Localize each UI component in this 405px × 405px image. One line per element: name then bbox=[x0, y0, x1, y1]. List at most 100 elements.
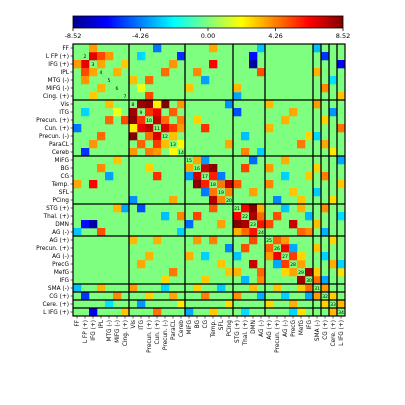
heatmap-cell bbox=[177, 52, 186, 61]
heatmap-cell bbox=[161, 68, 170, 77]
heatmap-cell bbox=[161, 276, 170, 285]
row-label: MTG (-) bbox=[48, 78, 70, 84]
heatmap-cell bbox=[169, 108, 178, 117]
column-label: Precun. (+) bbox=[147, 320, 153, 353]
heatmap-cell bbox=[129, 196, 138, 205]
diagonal-number: 29 bbox=[298, 270, 304, 276]
heatmap-cell bbox=[329, 76, 338, 85]
column-label: ITG bbox=[139, 319, 145, 329]
heatmap-cell bbox=[177, 300, 186, 309]
diagonal-number: 5 bbox=[108, 78, 111, 84]
heatmap-cell bbox=[233, 92, 242, 101]
heatmap-cell bbox=[305, 212, 314, 221]
heatmap-cell bbox=[305, 228, 314, 237]
heatmap-cell bbox=[337, 268, 346, 277]
diagonal-number: 7 bbox=[124, 94, 127, 100]
heatmap-cell bbox=[185, 308, 194, 317]
heatmap-cell bbox=[89, 68, 98, 77]
heatmap-cell bbox=[153, 148, 162, 157]
heatmap-cell bbox=[257, 204, 266, 213]
heatmap-cell bbox=[313, 68, 322, 77]
heatmap-cell bbox=[145, 76, 154, 85]
heatmap-cell bbox=[97, 164, 106, 173]
diagonal-number: 32 bbox=[322, 294, 328, 300]
heatmap-cell bbox=[145, 108, 154, 117]
heatmap-cell bbox=[273, 236, 282, 245]
row-label: SFL bbox=[59, 190, 70, 196]
diagonal-number: 21 bbox=[234, 206, 240, 212]
heatmap-cell bbox=[129, 236, 138, 245]
heatmap-cell bbox=[137, 204, 146, 213]
heatmap-cell bbox=[209, 172, 218, 181]
heatmap-cell bbox=[289, 252, 298, 261]
heatmap-cell bbox=[289, 108, 298, 117]
row-label: ITG bbox=[59, 110, 69, 116]
diagonal-number: 2 bbox=[84, 54, 87, 60]
heatmap-cell bbox=[97, 60, 106, 69]
heatmap-cell bbox=[225, 100, 234, 109]
heatmap-cell bbox=[209, 60, 218, 69]
heatmap-cell bbox=[225, 188, 234, 197]
heatmap-cell bbox=[305, 284, 314, 293]
heatmap-cell bbox=[113, 292, 122, 301]
row-label: IFG (+) bbox=[48, 62, 69, 68]
colorbar-tick-label: -8.52 bbox=[65, 32, 82, 40]
column-label: Cere. (+) bbox=[331, 320, 337, 347]
heatmap-cell bbox=[113, 204, 122, 213]
column-label: Cing. (+) bbox=[123, 320, 129, 346]
heatmap-cell bbox=[257, 268, 266, 277]
heatmap-cell bbox=[113, 156, 122, 165]
row-label: MefG bbox=[54, 270, 70, 276]
row-label: L FP (+) bbox=[46, 54, 69, 60]
heatmap-cell bbox=[97, 228, 106, 237]
heatmap-cell bbox=[249, 60, 258, 69]
heatmap-cell bbox=[337, 156, 346, 165]
diagonal-number: 33 bbox=[330, 302, 336, 308]
diagonal-number: 14 bbox=[178, 150, 184, 156]
heatmap-cell bbox=[329, 292, 338, 301]
diagonal-number: 4 bbox=[100, 70, 103, 76]
heatmap-cell bbox=[177, 140, 186, 149]
heatmap-cell bbox=[185, 164, 194, 173]
heatmap-cell bbox=[273, 252, 282, 261]
group-separator-lines bbox=[73, 44, 345, 316]
heatmap-cell bbox=[337, 92, 346, 101]
colorbar-tick-label: 4.26 bbox=[268, 32, 282, 40]
row-label: Precun. (-) bbox=[39, 134, 69, 140]
heatmap-cell bbox=[193, 236, 202, 245]
diagonal-number: 18 bbox=[210, 182, 216, 188]
row-label: SMA (-) bbox=[48, 286, 69, 292]
heatmap-cell bbox=[273, 212, 282, 221]
heatmap-cell bbox=[169, 60, 178, 69]
heatmap-cell bbox=[145, 292, 154, 301]
diagonal-number: 9 bbox=[140, 110, 143, 116]
row-label: BG bbox=[61, 166, 70, 172]
heatmap-cell bbox=[89, 140, 98, 149]
heatmap-cell bbox=[289, 188, 298, 197]
heatmap-cell bbox=[217, 196, 226, 205]
row-label: MiFG bbox=[55, 158, 70, 164]
heatmap-cell bbox=[297, 260, 306, 269]
row-label: L IFG (+) bbox=[43, 310, 69, 316]
heatmap-cell bbox=[337, 212, 346, 221]
heatmap-cell bbox=[201, 124, 210, 133]
heatmap-cell bbox=[297, 196, 306, 205]
heatmap-cell bbox=[177, 124, 186, 133]
heatmap-cell bbox=[145, 124, 154, 133]
heatmap-cell bbox=[321, 140, 330, 149]
heatmap-cell bbox=[105, 100, 114, 109]
row-label: Thal. (+) bbox=[43, 214, 69, 220]
heatmap-cell bbox=[313, 244, 322, 253]
heatmap-cell bbox=[313, 220, 322, 229]
heatmap-cell bbox=[273, 260, 282, 269]
diagonal-number: 12 bbox=[162, 134, 168, 140]
row-label: PCing bbox=[52, 198, 69, 204]
diagonal-number: 22 bbox=[242, 214, 248, 220]
diagonal-number: 6 bbox=[116, 86, 119, 92]
heatmap-cell bbox=[321, 204, 330, 213]
heatmap-cell bbox=[313, 276, 322, 285]
diagonal-number: 8 bbox=[132, 102, 135, 108]
heatmap-cell bbox=[73, 228, 82, 237]
heatmap-cell bbox=[265, 164, 274, 173]
